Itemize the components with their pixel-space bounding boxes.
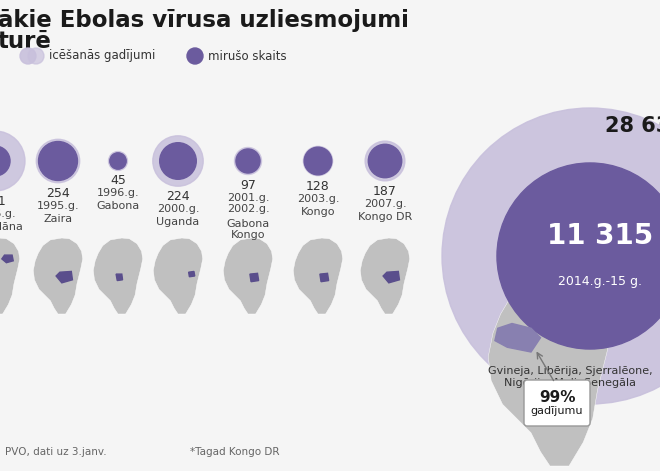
Circle shape xyxy=(38,141,77,180)
Circle shape xyxy=(36,139,80,183)
Polygon shape xyxy=(488,276,612,466)
Text: *Tagad Kongo DR: *Tagad Kongo DR xyxy=(190,447,279,457)
Circle shape xyxy=(234,147,261,174)
Text: Uganda: Uganda xyxy=(156,217,199,227)
Text: 1996.g.: 1996.g. xyxy=(96,188,139,198)
Text: 2007.g.: 2007.g. xyxy=(364,199,407,209)
FancyBboxPatch shape xyxy=(524,380,590,426)
Text: 11 315: 11 315 xyxy=(547,222,653,250)
Circle shape xyxy=(20,48,36,64)
Circle shape xyxy=(110,153,126,169)
Polygon shape xyxy=(383,271,399,283)
Text: ākie Ebolas vīrusa uzliesmojumi: ākie Ebolas vīrusa uzliesmojumi xyxy=(0,9,409,32)
Polygon shape xyxy=(250,273,259,282)
Text: 45: 45 xyxy=(110,174,126,187)
Text: Gvineja, Libērija, Sjerralēone,
Nigērija, Mali, Senegāla: Gvineja, Libērija, Sjerralēone, Nigērija… xyxy=(488,366,652,388)
Polygon shape xyxy=(56,271,73,283)
Polygon shape xyxy=(2,255,13,263)
Text: Zaira: Zaira xyxy=(44,214,73,224)
Text: icēšanās gadījumi: icēšanās gadījumi xyxy=(49,49,155,63)
Text: 2000.g.: 2000.g. xyxy=(157,204,199,214)
Text: mirušo skaits: mirušo skaits xyxy=(208,49,286,63)
Circle shape xyxy=(28,48,44,64)
Text: 28 637: 28 637 xyxy=(605,116,660,136)
Text: 254: 254 xyxy=(46,187,70,200)
Polygon shape xyxy=(116,274,123,281)
Polygon shape xyxy=(293,238,343,314)
Circle shape xyxy=(160,143,196,179)
Circle shape xyxy=(497,163,660,349)
Text: Gabona: Gabona xyxy=(96,202,140,211)
Circle shape xyxy=(153,136,203,186)
Circle shape xyxy=(365,141,405,181)
Text: Kongo DR: Kongo DR xyxy=(358,212,412,222)
Text: 128: 128 xyxy=(306,179,330,193)
Circle shape xyxy=(108,152,127,171)
Polygon shape xyxy=(189,271,195,277)
Text: turē: turē xyxy=(0,30,52,53)
Text: 2014.g.-15 g.: 2014.g.-15 g. xyxy=(558,275,642,287)
Circle shape xyxy=(0,131,25,191)
Circle shape xyxy=(442,108,660,404)
Polygon shape xyxy=(153,238,203,314)
Polygon shape xyxy=(320,273,329,282)
Text: Kongo: Kongo xyxy=(301,207,335,217)
Text: 187: 187 xyxy=(373,185,397,198)
Circle shape xyxy=(304,147,332,175)
Polygon shape xyxy=(93,238,143,314)
Text: 2001.g.
2002.g.: 2001.g. 2002.g. xyxy=(226,193,269,214)
Circle shape xyxy=(0,146,10,176)
Polygon shape xyxy=(360,238,410,314)
Text: 2003.g.: 2003.g. xyxy=(297,194,339,203)
Polygon shape xyxy=(495,324,541,352)
Text: 99%: 99% xyxy=(539,390,576,406)
Polygon shape xyxy=(33,238,82,314)
Circle shape xyxy=(187,48,203,64)
Text: PVO, dati uz 3.janv.: PVO, dati uz 3.janv. xyxy=(5,447,107,457)
Text: 224: 224 xyxy=(166,190,190,203)
Polygon shape xyxy=(223,238,273,314)
Circle shape xyxy=(368,144,402,178)
Polygon shape xyxy=(0,238,20,314)
Text: 151: 151 xyxy=(0,195,7,208)
Circle shape xyxy=(304,146,333,176)
Text: 1976.g.: 1976.g. xyxy=(0,209,16,219)
Circle shape xyxy=(236,149,260,173)
Text: 1995.g.: 1995.g. xyxy=(37,201,79,211)
Text: *, Sudāna: *, Sudāna xyxy=(0,222,22,232)
Text: 97: 97 xyxy=(240,179,256,192)
Text: Gabona
Kongo: Gabona Kongo xyxy=(226,219,270,240)
Text: gadījumu: gadījumu xyxy=(531,406,583,416)
